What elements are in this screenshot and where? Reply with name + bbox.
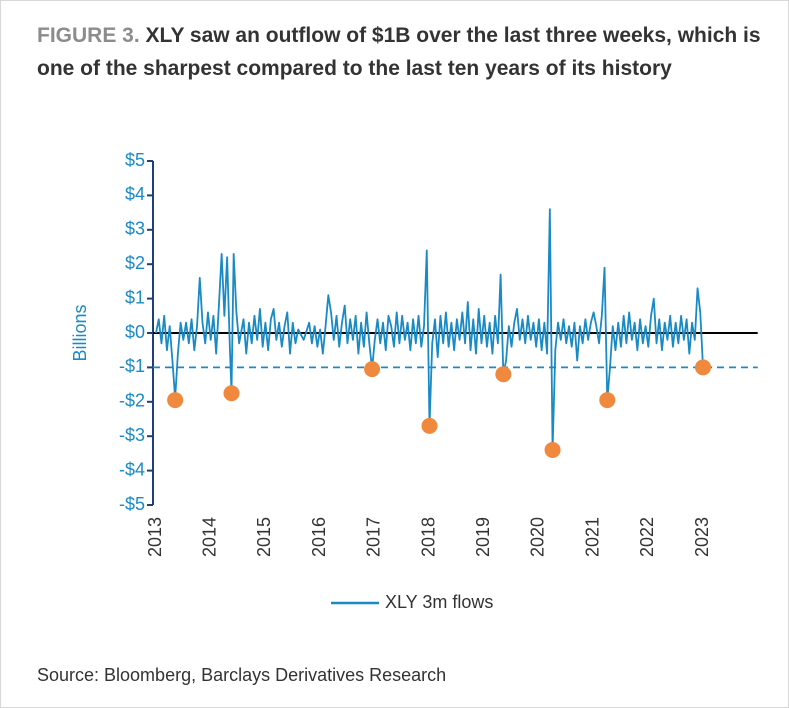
y-tick-label: $0 (125, 322, 145, 342)
y-tick-label: -$2 (119, 391, 145, 411)
y-tick-label: $4 (125, 184, 145, 204)
chart-title: FIGURE 3. XLY saw an outflow of $1B over… (37, 19, 777, 85)
y-tick-label: -$3 (119, 425, 145, 445)
y-tick-label: $2 (125, 253, 145, 273)
highlight-point (364, 361, 381, 378)
y-tick-label: $1 (125, 287, 145, 307)
figure-label: FIGURE 3. (37, 24, 140, 47)
y-tick-label: -$4 (119, 459, 145, 479)
x-tick-label: 2014 (199, 517, 219, 557)
highlight-point (421, 417, 438, 434)
highlight-point (495, 366, 512, 383)
flow-line (155, 208, 704, 451)
y-axis-label: Billions (70, 304, 90, 361)
highlight-point (544, 441, 561, 458)
x-tick-label: 2019 (473, 517, 493, 557)
y-tick-label: -$1 (119, 356, 145, 376)
x-tick-label: 2020 (528, 517, 548, 557)
y-tick-label: $5 (125, 150, 145, 170)
x-tick-label: 2013 (145, 517, 165, 557)
y-tick-label: $3 (125, 219, 145, 239)
source-note: Source: Bloomberg, Barclays Derivatives … (37, 665, 447, 685)
highlight-point (223, 385, 240, 402)
x-tick-label: 2018 (418, 517, 438, 557)
legend-label: XLY 3m flows (385, 592, 493, 612)
highlight-point (599, 392, 616, 409)
y-tick-label: -$5 (119, 494, 145, 514)
x-tick-label: 2022 (637, 517, 657, 557)
x-tick-label: 2015 (254, 517, 274, 557)
x-tick-label: 2023 (692, 517, 712, 557)
title-text: XLY saw an outflow of $1B over the last … (37, 24, 761, 80)
x-tick-label: 2021 (582, 517, 602, 557)
x-tick-label: 2016 (309, 517, 329, 557)
highlight-point (695, 359, 711, 376)
x-tick-label: 2017 (364, 517, 384, 557)
highlight-point (167, 392, 184, 409)
